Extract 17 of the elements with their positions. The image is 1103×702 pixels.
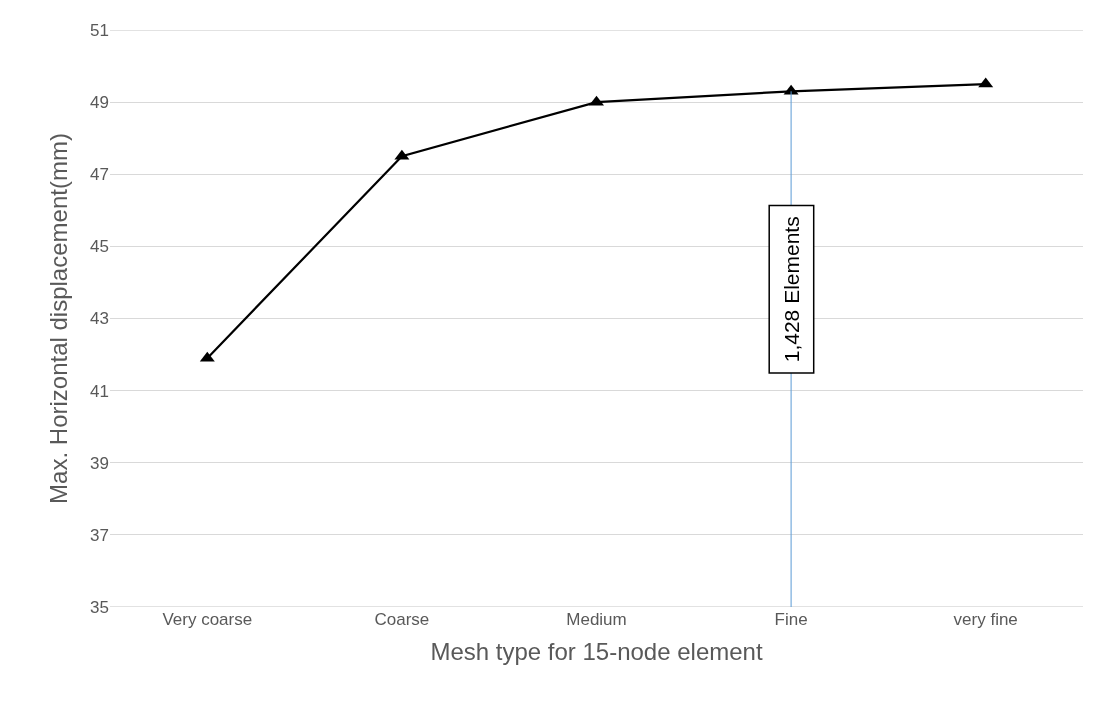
x-tick-label: Coarse	[374, 610, 430, 629]
y-tick-label: 35	[90, 597, 109, 617]
x-tick-label: very fine	[953, 610, 1018, 629]
y-tick-label: 37	[90, 525, 109, 545]
y-tick-label: 43	[90, 309, 109, 329]
x-tick-label: Fine	[774, 610, 808, 629]
x-tick-label: Medium	[566, 610, 627, 629]
y-tick-label: 39	[90, 453, 109, 473]
y-tick-label: 49	[90, 93, 109, 113]
y-axis-title: Max. Horizontal displacement(mm)	[45, 133, 73, 504]
ref-line-label: 1,428 Elements	[779, 216, 803, 363]
x-axis-title: Mesh type for 15-node element	[430, 638, 763, 666]
x-tick-label: Very coarse	[162, 610, 253, 629]
y-tick-label: 45	[90, 237, 109, 257]
y-tick-label: 41	[90, 381, 109, 401]
y-tick-label: 47	[90, 165, 109, 185]
y-tick-label: 51	[90, 20, 109, 40]
